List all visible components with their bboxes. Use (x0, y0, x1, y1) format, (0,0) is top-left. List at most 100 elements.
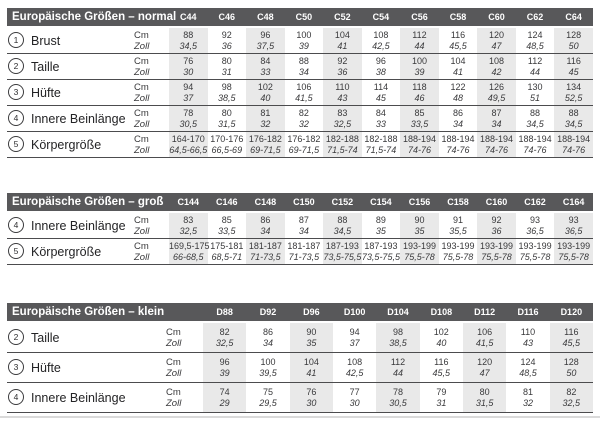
cm-value: 92 (337, 55, 348, 66)
zoll-value: 39,5 (259, 367, 277, 378)
size-column-header: C60 (477, 8, 516, 28)
cm-value: 88 (530, 107, 541, 118)
value-cell: 187-193 73,5-75,5 (323, 239, 362, 265)
cm-value: 90 (306, 326, 317, 337)
value-cell: 80 31,5 (207, 106, 247, 132)
value-cell: 82 32,5 (549, 383, 593, 413)
unit-cell: Cm Zoll (125, 106, 170, 132)
zoll-value: 69-71,5 (288, 144, 320, 155)
unit-cm-label: Cm (166, 386, 181, 398)
unit-cell: Cm Zoll (125, 239, 170, 265)
zoll-value: 42,5 (372, 40, 390, 51)
zoll-value: 75,5-78 (558, 251, 589, 262)
value-cell: 124 48,5 (515, 28, 555, 54)
row-label: Innere Beinlänge (31, 390, 126, 405)
size-column-header: C144 (169, 193, 208, 213)
cm-value: 193-199 (402, 240, 436, 251)
value-cell: 110 43 (506, 323, 550, 353)
size-column-header: C162 (515, 193, 555, 213)
zoll-value: 45 (568, 66, 579, 77)
cm-value: 82 (298, 107, 309, 118)
value-cell: 126 49,5 (477, 80, 516, 106)
value-cell: 90 35 (289, 323, 333, 353)
zoll-value: 36,5 (564, 225, 583, 236)
value-cell: 193-199 75,5-78 (554, 239, 593, 265)
row-label: Hüfte (31, 85, 61, 100)
zoll-value: 36 (221, 40, 232, 51)
value-cell: 193-199 75,5-78 (438, 239, 478, 265)
cm-value: 82 (219, 326, 230, 337)
cm-value: 106 (477, 326, 493, 337)
value-cell: 85 33,5 (400, 106, 439, 132)
value-cell: 98 38,5 (376, 323, 420, 353)
row-label: Innere Beinlänge (31, 111, 126, 126)
zoll-value: 75,5-78 (519, 251, 551, 262)
cm-value: 79 (436, 386, 447, 397)
unit-cm-label: Cm (134, 55, 149, 67)
cm-value: 83 (183, 214, 194, 225)
unit-zoll-label: Zoll (134, 92, 150, 104)
size-table: Europäische Größen – klein D88 D92 D96 D100 D… (7, 303, 593, 413)
row-label: Brust (31, 33, 61, 48)
zoll-value: 30,5 (179, 118, 198, 129)
zoll-value: 74-76 (485, 144, 509, 155)
zoll-value: 32,5 (333, 118, 352, 129)
zoll-value: 75,5-78 (404, 251, 435, 262)
row-number-badge: 5 (8, 136, 24, 153)
value-cell: 88 34,5 (169, 28, 208, 54)
size-column-header: C48 (246, 8, 285, 28)
cm-value: 128 (566, 29, 582, 40)
value-cell: 112 44 (515, 54, 555, 80)
cm-value: 108 (489, 55, 505, 66)
size-column-header: C160 (477, 193, 516, 213)
cm-value: 94 (183, 81, 194, 92)
zoll-value: 29 (219, 397, 230, 408)
value-cell: 92 36 (323, 54, 362, 80)
cm-value: 188-194 (441, 133, 475, 144)
value-cell: 87 34 (477, 106, 516, 132)
unit-zoll-label: Zoll (166, 397, 182, 409)
value-cell: 110 43 (323, 80, 362, 106)
value-cell: 96 38 (361, 54, 401, 80)
row-label: Taille (31, 59, 60, 74)
cm-value: 104 (450, 55, 466, 66)
table-row: 2 Taille Cm Zoll 82 32,5 86 34 90 35 94 37 98 38,5 102… (7, 323, 593, 353)
row-label: Hüfte (31, 360, 61, 375)
cm-value: 130 (527, 81, 543, 92)
value-cell: 76 30 (289, 383, 333, 413)
cm-value: 116 (564, 326, 579, 337)
cm-value: 88 (298, 55, 309, 66)
zoll-value: 33,5 (410, 118, 429, 129)
zoll-value: 36,5 (526, 225, 544, 236)
cm-value: 104 (303, 356, 319, 367)
cm-value: 116 (434, 356, 449, 367)
row-number-badge: 2 (8, 58, 24, 75)
row-label: Taille (31, 330, 60, 345)
row-number-badge: 4 (8, 217, 24, 234)
row-label: Körpergröße (31, 244, 102, 259)
zoll-value: 33 (375, 118, 386, 129)
table-row: 3 Hüfte Cm Zoll 94 37 98 38,5 102 40 106 41,5 110 43 1… (7, 80, 593, 106)
size-column-header: D112 (462, 303, 507, 323)
value-cell: 88 34,5 (323, 213, 362, 239)
cm-value: 176-182 (287, 133, 321, 144)
value-cell: 80 31 (207, 54, 247, 80)
value-cell: 81 32 (506, 383, 550, 413)
value-cell: 164-170 64,5-66,5 (169, 132, 208, 158)
unit-cm-label: Cm (166, 326, 181, 338)
measure-label-cell: 5 Körpergröße (7, 132, 125, 158)
cm-value: 89 (375, 214, 386, 225)
size-column-header: C56 (400, 8, 439, 28)
zoll-value: 34 (260, 225, 271, 236)
table-title: Europäische Größen – groß (7, 193, 170, 213)
zoll-value: 40 (260, 92, 271, 103)
unit-zoll-label: Zoll (166, 337, 182, 349)
measure-label-cell: 3 Hüfte (7, 353, 157, 383)
value-cell: 193-199 75,5-78 (515, 239, 555, 265)
zoll-value: 49,5 (487, 92, 506, 103)
cm-value: 80 (479, 386, 490, 397)
size-table-normal: Europäische Größen – normal C44 C46 C48 C50 C… (7, 8, 593, 158)
measure-label-cell: 4 Innere Beinlänge (7, 383, 157, 413)
cm-value: 175-181 (210, 240, 244, 251)
zoll-value: 47 (479, 367, 490, 378)
